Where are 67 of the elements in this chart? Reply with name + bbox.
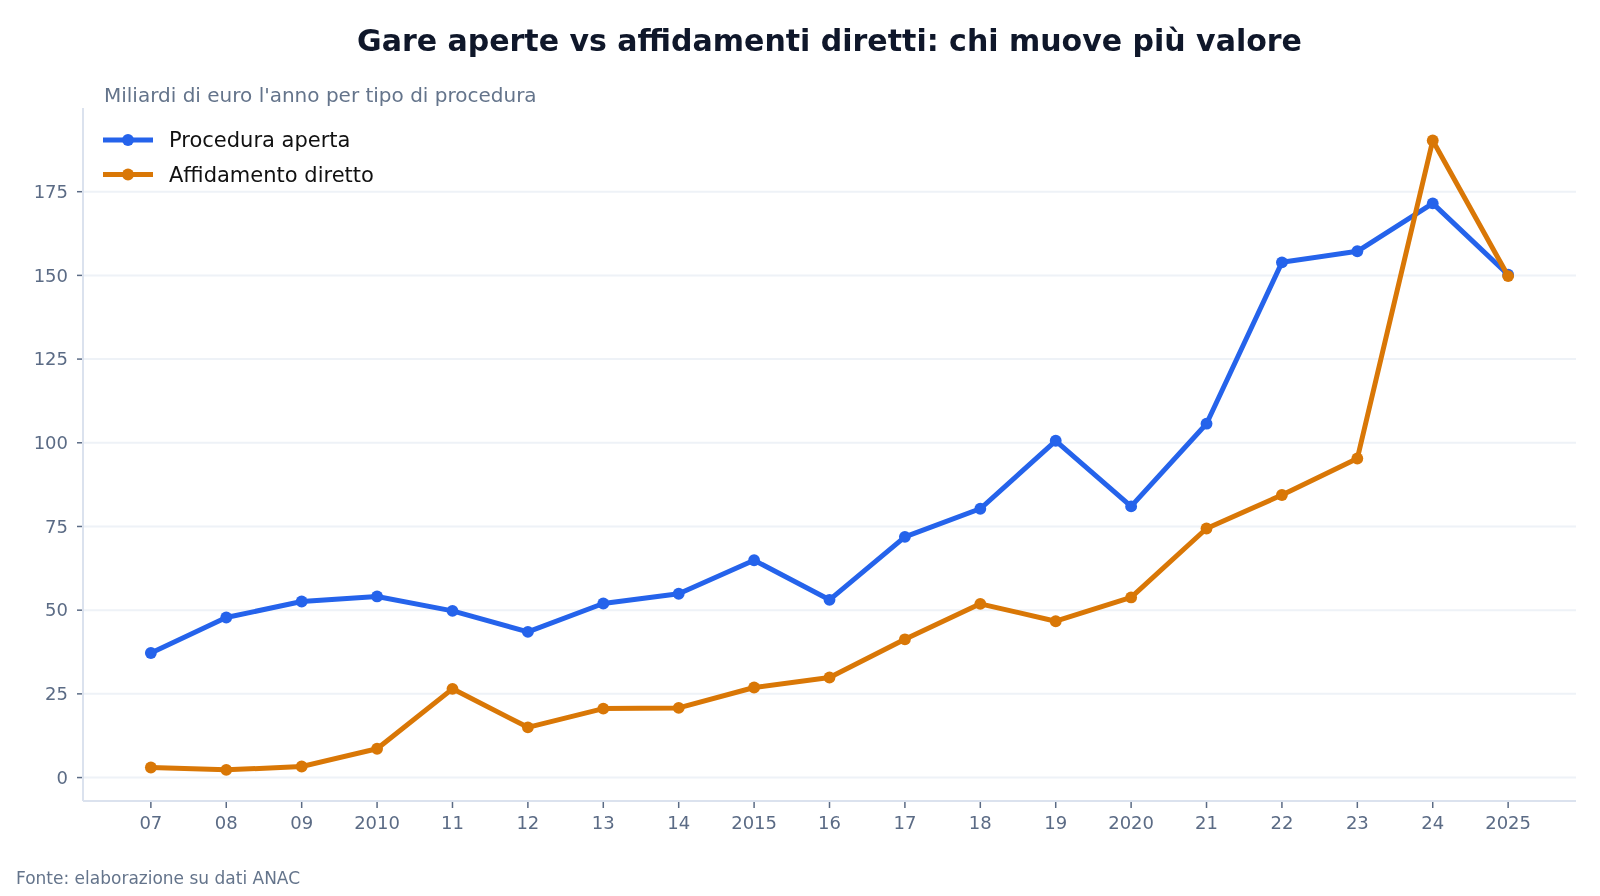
x-tick-label: 18 (968, 812, 992, 833)
point (898, 530, 911, 543)
point (446, 604, 459, 617)
point (1125, 591, 1138, 604)
point (672, 702, 685, 714)
point (220, 611, 233, 624)
x-tick-label: 23 (1345, 812, 1369, 833)
x-tick-label: 17 (893, 812, 917, 833)
point (1049, 615, 1062, 628)
x-tick-label: 14 (667, 812, 691, 833)
point (295, 760, 308, 773)
point (521, 626, 534, 638)
point (1426, 197, 1439, 210)
chart-subtitle: Miliardi di euro l'anno per tipo di procedura (104, 83, 537, 107)
point (144, 647, 157, 659)
point (597, 702, 610, 715)
x-tick-label: 2025 (1485, 812, 1532, 833)
x-tick-label: 2020 (1108, 812, 1155, 833)
x-tick-label: 07 (139, 812, 163, 833)
point (371, 590, 383, 603)
point (220, 763, 233, 776)
point (1200, 417, 1213, 430)
point (1125, 500, 1138, 513)
y-tick-label: 175 (33, 181, 68, 202)
legend-label: Affidamento diretto (169, 162, 374, 187)
y-tick-label: 50 (45, 599, 68, 621)
point (898, 633, 911, 646)
point (748, 554, 761, 567)
point (1049, 434, 1062, 447)
y-tick-label: 75 (45, 515, 68, 537)
point (446, 682, 459, 695)
x-tick-label: 22 (1270, 812, 1294, 833)
point (1351, 245, 1364, 258)
point (1276, 489, 1288, 501)
x-tick-label: 11 (441, 812, 464, 833)
x-tick-label: 16 (818, 812, 841, 833)
point (1200, 522, 1213, 535)
x-tick-label: 08 (214, 812, 238, 833)
y-tick-label: 125 (33, 348, 68, 370)
point (1351, 452, 1364, 465)
x-tick-label: 19 (1044, 812, 1068, 833)
point (974, 597, 987, 610)
y-tick-label: 0 (56, 766, 68, 788)
x-tick-label: 2010 (354, 812, 400, 833)
point (823, 593, 836, 606)
x-tick-label: 09 (290, 812, 314, 833)
point (144, 761, 157, 774)
y-tick-label: 25 (45, 683, 68, 705)
x-tick-label: 21 (1195, 812, 1218, 833)
y-tick-label: 100 (33, 432, 68, 454)
y-tick-label: 150 (33, 264, 68, 286)
point (748, 681, 761, 694)
x-tick-label: 13 (591, 812, 615, 833)
point (371, 742, 383, 755)
point (521, 721, 534, 734)
x-tick-label: 24 (1421, 812, 1445, 833)
point (597, 597, 610, 610)
point (823, 671, 836, 684)
x-tick-label: 12 (516, 812, 540, 833)
point (295, 595, 308, 608)
x-tick-label: 2015 (731, 812, 777, 833)
source-note: Fonte: elaborazione su dati ANAC (16, 868, 301, 888)
chart-title: Gare aperte vs affidamenti diretti: chi muove più valore (357, 23, 1302, 58)
point (1276, 256, 1288, 269)
legend-label: Procedura aperta (169, 128, 351, 153)
point (672, 587, 685, 600)
point (974, 502, 987, 515)
